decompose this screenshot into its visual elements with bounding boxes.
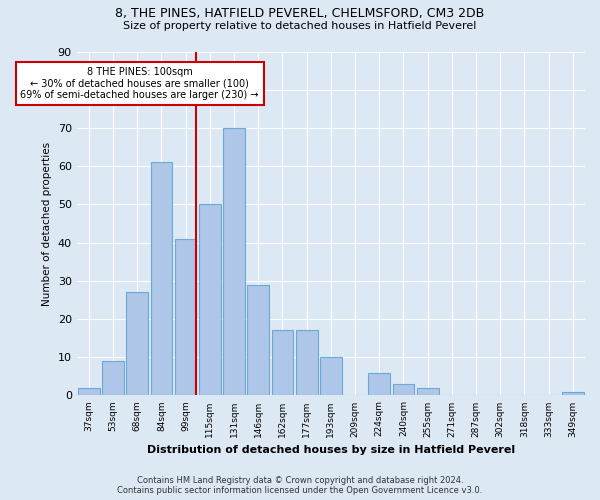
- Bar: [223, 128, 245, 396]
- Bar: [175, 239, 196, 396]
- Bar: [392, 384, 415, 396]
- Bar: [199, 204, 221, 396]
- Text: 8, THE PINES, HATFIELD PEVEREL, CHELMSFORD, CM3 2DB: 8, THE PINES, HATFIELD PEVEREL, CHELMSFO…: [115, 8, 485, 20]
- Bar: [127, 292, 148, 396]
- Bar: [247, 284, 269, 396]
- Bar: [151, 162, 172, 396]
- Text: Size of property relative to detached houses in Hatfield Peverel: Size of property relative to detached ho…: [124, 21, 476, 31]
- Bar: [102, 361, 124, 396]
- Text: 8 THE PINES: 100sqm
← 30% of detached houses are smaller (100)
69% of semi-detac: 8 THE PINES: 100sqm ← 30% of detached ho…: [20, 67, 259, 100]
- Bar: [417, 388, 439, 396]
- Bar: [296, 330, 317, 396]
- Bar: [78, 388, 100, 396]
- Bar: [368, 372, 390, 396]
- Bar: [272, 330, 293, 396]
- X-axis label: Distribution of detached houses by size in Hatfield Peverel: Distribution of detached houses by size …: [147, 445, 515, 455]
- Y-axis label: Number of detached properties: Number of detached properties: [42, 142, 52, 306]
- Bar: [320, 357, 342, 396]
- Text: Contains HM Land Registry data © Crown copyright and database right 2024.
Contai: Contains HM Land Registry data © Crown c…: [118, 476, 482, 495]
- Bar: [562, 392, 584, 396]
